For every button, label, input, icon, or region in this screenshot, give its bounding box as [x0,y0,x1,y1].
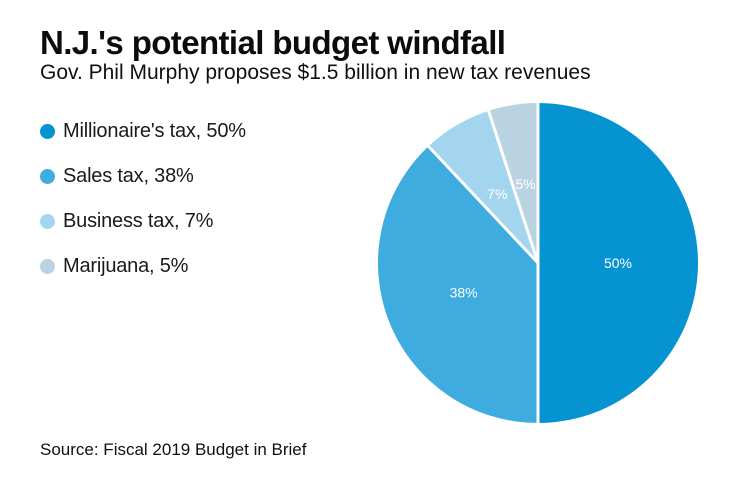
legend: Millionaire's tax, 50% Sales tax, 38% Bu… [40,119,246,277]
legend-item-sales-tax: Sales tax, 38% [40,164,246,187]
legend-item-label: Millionaire's tax, 50% [63,119,246,142]
legend-dot-icon [40,258,55,274]
pie-slice-sales-tax [378,146,538,423]
slice-separator [427,145,540,265]
pie-slice-millionaire-s-tax [538,103,698,423]
legend-item-label: Sales tax, 38% [63,164,194,187]
legend-item-label: Business tax, 7% [63,209,214,232]
legend-dot-icon [40,168,55,184]
slice-data-label: 38% [450,284,478,300]
slice-data-label: 7% [487,186,507,202]
chart-subtitle: Gov. Phil Murphy proposes $1.5 billion i… [40,61,591,84]
legend-item-marijuana: Marijuana, 5% [40,254,246,277]
chart-title: N.J.'s potential budget windfall [40,24,506,61]
legend-item-millionaires-tax: Millionaire's tax, 50% [40,119,246,142]
legend-item-business-tax: Business tax, 7% [40,209,246,232]
pie-slice-business-tax [428,110,538,263]
legend-dot-icon [40,123,55,139]
legend-dot-icon [40,213,55,229]
slice-data-label: 50% [604,255,632,271]
slice-data-label: 5% [515,176,535,192]
slice-separator [487,110,540,264]
source-note: Source: Fiscal 2019 Budget in Brief [40,440,307,459]
pie-chart: 50% 38% 7% 5% [378,103,698,423]
legend-item-label: Marijuana, 5% [63,254,189,277]
